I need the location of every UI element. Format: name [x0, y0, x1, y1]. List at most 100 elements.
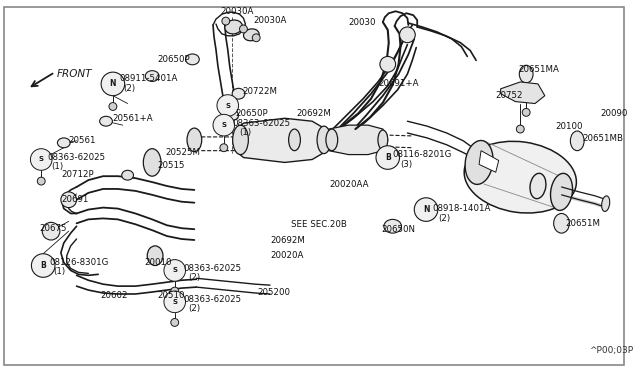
Circle shape: [171, 287, 179, 295]
Text: 20525M: 20525M: [165, 148, 200, 157]
Circle shape: [376, 146, 399, 169]
Text: 20030A: 20030A: [253, 16, 287, 25]
Text: 20651MA: 20651MA: [518, 65, 559, 74]
Polygon shape: [324, 125, 388, 155]
Text: 20651MB: 20651MB: [582, 134, 623, 143]
Text: 20510: 20510: [157, 291, 184, 301]
Text: (2): (2): [189, 273, 200, 282]
Text: N: N: [109, 79, 116, 89]
Text: (2): (2): [189, 304, 200, 313]
Circle shape: [224, 124, 232, 132]
Ellipse shape: [519, 65, 533, 83]
Text: 20692M: 20692M: [296, 109, 332, 118]
Text: 08363-62025: 08363-62025: [184, 264, 242, 273]
Text: S: S: [225, 103, 230, 109]
Circle shape: [31, 149, 52, 170]
Ellipse shape: [384, 219, 401, 233]
Text: 20090: 20090: [601, 109, 628, 118]
Ellipse shape: [232, 88, 245, 99]
Text: 20010: 20010: [144, 258, 172, 267]
Circle shape: [516, 125, 524, 133]
Ellipse shape: [143, 149, 161, 176]
Circle shape: [399, 27, 415, 43]
Text: 20650N: 20650N: [381, 225, 415, 234]
Ellipse shape: [602, 196, 610, 211]
Ellipse shape: [554, 214, 570, 233]
Text: 20515: 20515: [157, 161, 184, 170]
Polygon shape: [236, 118, 324, 163]
Ellipse shape: [187, 128, 202, 152]
Ellipse shape: [227, 110, 239, 120]
Text: 08363-62025: 08363-62025: [47, 153, 105, 162]
Circle shape: [213, 114, 235, 136]
Text: 20675: 20675: [39, 224, 67, 233]
Polygon shape: [500, 82, 545, 103]
Text: 08363-62025: 08363-62025: [233, 119, 291, 128]
Text: 08911-5401A: 08911-5401A: [120, 74, 178, 83]
Circle shape: [101, 72, 125, 96]
Circle shape: [61, 192, 77, 208]
Text: N: N: [423, 205, 429, 214]
Text: 20561+A: 20561+A: [112, 114, 152, 123]
Circle shape: [109, 103, 117, 110]
Circle shape: [522, 109, 530, 116]
Text: 20692M: 20692M: [270, 237, 305, 246]
Text: 20030: 20030: [349, 17, 376, 26]
Ellipse shape: [465, 141, 493, 185]
Text: 205200: 205200: [257, 288, 290, 296]
Ellipse shape: [100, 116, 113, 126]
Text: (1): (1): [239, 128, 252, 137]
Text: 20722M: 20722M: [243, 87, 278, 96]
Ellipse shape: [326, 129, 338, 151]
Text: 20691+A: 20691+A: [378, 79, 419, 89]
Text: 20650P: 20650P: [236, 109, 268, 118]
Text: (2): (2): [124, 84, 136, 93]
Text: FRONT: FRONT: [57, 69, 92, 79]
Text: 20561: 20561: [68, 137, 96, 145]
Ellipse shape: [243, 29, 259, 41]
Text: 20650P: 20650P: [157, 55, 189, 64]
Text: 20712P: 20712P: [61, 170, 93, 179]
Ellipse shape: [147, 246, 163, 266]
Circle shape: [252, 34, 260, 42]
Text: 20752: 20752: [496, 91, 524, 100]
Text: (3): (3): [401, 160, 413, 169]
Text: S: S: [172, 267, 177, 273]
Text: (1): (1): [51, 162, 63, 171]
Text: (1): (1): [53, 267, 65, 276]
Circle shape: [164, 291, 186, 312]
Text: 20651M: 20651M: [566, 219, 600, 228]
Circle shape: [37, 177, 45, 185]
Circle shape: [31, 254, 55, 277]
Circle shape: [239, 25, 248, 33]
Text: 08918-1401A: 08918-1401A: [432, 204, 490, 213]
Circle shape: [217, 95, 239, 116]
Ellipse shape: [225, 20, 243, 34]
Text: 20691: 20691: [61, 195, 88, 204]
Text: 08363-62025: 08363-62025: [184, 295, 242, 304]
Ellipse shape: [570, 131, 584, 151]
Text: (2): (2): [438, 214, 450, 223]
Text: S: S: [172, 299, 177, 305]
Ellipse shape: [378, 130, 388, 150]
Ellipse shape: [289, 129, 300, 151]
Ellipse shape: [186, 54, 199, 65]
Ellipse shape: [145, 71, 159, 81]
Text: 20020A: 20020A: [270, 251, 303, 260]
Text: S: S: [39, 157, 44, 163]
Text: 20020AA: 20020AA: [330, 180, 369, 189]
Ellipse shape: [58, 138, 70, 148]
Circle shape: [414, 198, 438, 221]
Text: 08126-8301G: 08126-8301G: [49, 258, 108, 267]
Ellipse shape: [550, 173, 573, 211]
Text: 20602: 20602: [100, 291, 127, 301]
Polygon shape: [479, 151, 499, 172]
Circle shape: [171, 318, 179, 326]
Text: B: B: [385, 153, 390, 162]
Ellipse shape: [317, 126, 331, 154]
Ellipse shape: [233, 125, 248, 155]
Text: 20030A: 20030A: [220, 7, 253, 16]
Circle shape: [164, 260, 186, 281]
Circle shape: [42, 222, 60, 240]
Text: 08116-8201G: 08116-8201G: [393, 150, 452, 159]
